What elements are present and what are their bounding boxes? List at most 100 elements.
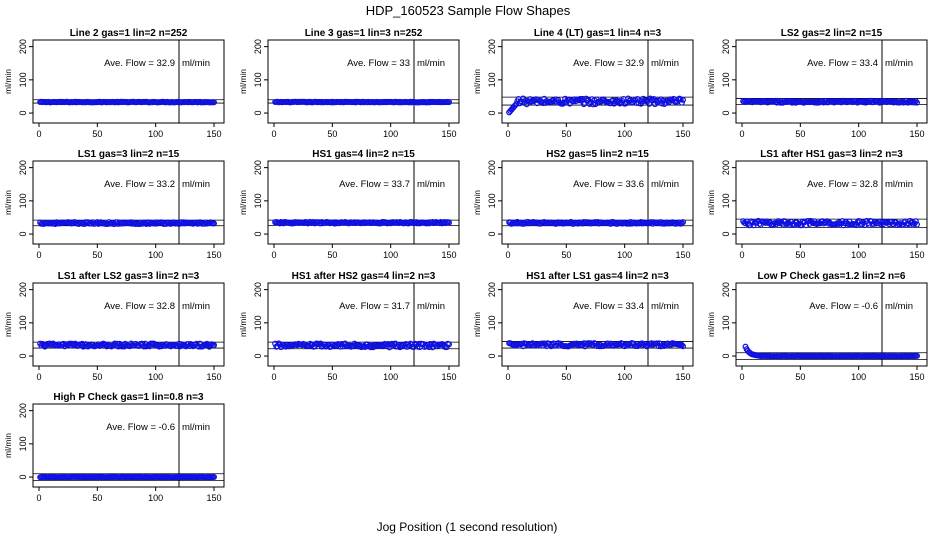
panel-8: LS1 after HS1 gas=3 lin=2 n=3 0 50 100 150 0 1… bbox=[706, 149, 928, 260]
x-tick-label: 150 bbox=[441, 129, 456, 139]
ave-flow-label: Ave. Flow = 32.8 bbox=[104, 301, 175, 312]
x-tick-label: 100 bbox=[383, 250, 398, 260]
plot-frame bbox=[735, 160, 928, 245]
panel-12: Low P Check gas=1.2 lin=2 n=6 0 50 100 150 0 1… bbox=[706, 271, 928, 382]
x-tick-label: 0 bbox=[739, 372, 744, 382]
y-tick-label: 100 bbox=[721, 193, 731, 208]
plot-frame bbox=[501, 39, 694, 124]
plot-frame bbox=[32, 39, 225, 124]
panel-1: Line 2 gas=1 lin=2 n=252 0 50 100 150 0 100 200… bbox=[3, 28, 225, 139]
x-tick-label: 100 bbox=[383, 372, 398, 382]
x-tick-label: 50 bbox=[561, 372, 571, 382]
y-axis-label: ml/min bbox=[3, 433, 13, 458]
x-tick-label: 50 bbox=[327, 250, 337, 260]
data-point bbox=[446, 219, 453, 226]
data-point bbox=[211, 220, 218, 227]
ave-flow-unit: ml/min bbox=[417, 301, 445, 312]
x-tick-label: 0 bbox=[36, 250, 41, 260]
data-point bbox=[801, 218, 808, 225]
panel-title: LS1 after LS2 gas=3 lin=2 n=3 bbox=[58, 271, 200, 282]
panel-5: LS1 gas=3 lin=2 n=15 0 50 100 150 0 100 200 ml/m… bbox=[3, 149, 225, 260]
x-tick-label: 0 bbox=[505, 250, 510, 260]
y-tick-label: 200 bbox=[487, 160, 497, 175]
x-tick-label: 50 bbox=[92, 493, 102, 503]
y-tick-label: 100 bbox=[18, 436, 28, 451]
data-point bbox=[612, 98, 619, 105]
ave-flow-unit: ml/min bbox=[651, 301, 679, 312]
data-point bbox=[446, 341, 453, 348]
y-axis-label: ml/min bbox=[238, 312, 248, 337]
ave-flow-label: Ave. Flow = 31.7 bbox=[339, 301, 410, 312]
y-axis-label: ml/min bbox=[472, 312, 482, 337]
panel-9: LS1 after LS2 gas=3 lin=2 n=3 0 50 100 150 0 1… bbox=[3, 271, 225, 382]
x-tick-label: 0 bbox=[505, 129, 510, 139]
data-point bbox=[211, 342, 218, 349]
y-tick-label: 0 bbox=[18, 111, 28, 116]
plot-frame bbox=[735, 282, 928, 367]
x-tick-label: 150 bbox=[441, 372, 456, 382]
ave-flow-label: Ave. Flow = 32.9 bbox=[573, 58, 644, 69]
x-tick-label: 0 bbox=[36, 372, 41, 382]
x-tick-label: 0 bbox=[36, 129, 41, 139]
data-point bbox=[679, 96, 686, 103]
y-tick-label: 0 bbox=[18, 475, 28, 480]
plot-frame bbox=[735, 39, 928, 124]
figure-title: HDP_160523 Sample Flow Shapes bbox=[366, 3, 571, 18]
y-tick-label: 0 bbox=[18, 354, 28, 359]
y-tick-label: 0 bbox=[487, 232, 497, 237]
x-tick-label: 100 bbox=[617, 250, 632, 260]
y-axis-label: ml/min bbox=[706, 190, 716, 215]
y-tick-label: 100 bbox=[487, 315, 497, 330]
plot-frame bbox=[267, 160, 460, 245]
ave-flow-label: Ave. Flow = 32.9 bbox=[104, 58, 175, 69]
y-tick-label: 100 bbox=[18, 193, 28, 208]
panel-title: LS1 after HS1 gas=3 lin=2 n=3 bbox=[760, 149, 903, 160]
x-tick-label: 150 bbox=[206, 250, 221, 260]
y-tick-label: 200 bbox=[253, 282, 263, 297]
y-tick-label: 100 bbox=[721, 72, 731, 87]
x-tick-label: 100 bbox=[617, 372, 632, 382]
x-tick-label: 50 bbox=[795, 129, 805, 139]
ave-flow-unit: ml/min bbox=[651, 58, 679, 69]
y-axis-label: ml/min bbox=[706, 69, 716, 94]
x-tick-label: 100 bbox=[148, 250, 163, 260]
x-tick-label: 150 bbox=[675, 129, 690, 139]
ave-flow-unit: ml/min bbox=[885, 301, 913, 312]
data-point bbox=[776, 220, 783, 227]
data-point bbox=[211, 99, 218, 106]
y-tick-label: 0 bbox=[721, 354, 731, 359]
y-tick-label: 0 bbox=[253, 111, 263, 116]
panel-13: High P Check gas=1 lin=0.8 n=3 0 50 100 150 0… bbox=[3, 392, 225, 503]
data-point bbox=[388, 340, 395, 347]
y-tick-label: 200 bbox=[253, 39, 263, 54]
ave-flow-unit: ml/min bbox=[885, 179, 913, 190]
data-point bbox=[913, 352, 920, 359]
panel-title: HS2 gas=5 lin=2 n=15 bbox=[546, 149, 649, 160]
y-tick-label: 100 bbox=[487, 193, 497, 208]
x-tick-label: 150 bbox=[206, 493, 221, 503]
ave-flow-unit: ml/min bbox=[651, 179, 679, 190]
panel-title: Line 3 gas=1 lin=3 n=252 bbox=[305, 28, 423, 39]
x-tick-label: 100 bbox=[851, 250, 866, 260]
data-point bbox=[678, 220, 685, 227]
panel-title: HS1 after HS2 gas=4 lin=2 n=3 bbox=[292, 271, 436, 282]
data-point bbox=[654, 340, 661, 347]
x-tick-label: 100 bbox=[617, 129, 632, 139]
data-point bbox=[678, 341, 685, 348]
x-tick-label: 0 bbox=[36, 493, 41, 503]
y-tick-label: 100 bbox=[721, 315, 731, 330]
y-axis-label: ml/min bbox=[706, 312, 716, 337]
y-tick-label: 0 bbox=[721, 232, 731, 237]
y-tick-label: 0 bbox=[487, 354, 497, 359]
x-tick-label: 150 bbox=[206, 129, 221, 139]
ave-flow-label: Ave. Flow = 33.4 bbox=[807, 58, 878, 69]
ave-flow-label: Ave. Flow = -0.6 bbox=[106, 422, 175, 433]
data-point bbox=[580, 101, 587, 108]
data-point bbox=[658, 342, 665, 349]
y-tick-label: 0 bbox=[253, 354, 263, 359]
x-tick-label: 50 bbox=[92, 250, 102, 260]
data-point bbox=[211, 473, 218, 480]
data-point bbox=[912, 218, 919, 225]
panel-title: Low P Check gas=1.2 lin=2 n=6 bbox=[758, 271, 906, 282]
panel-title: Line 2 gas=1 lin=2 n=252 bbox=[70, 28, 188, 39]
